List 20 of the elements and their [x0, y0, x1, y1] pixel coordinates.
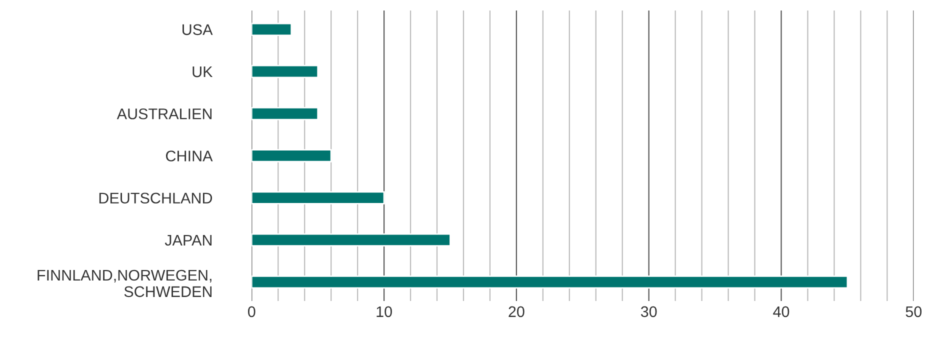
- y-tick-label: CHINA: [166, 150, 213, 162]
- bar: [252, 275, 848, 289]
- y-tick-label: UK: [192, 66, 213, 78]
- bar: [252, 107, 319, 120]
- y-tick-label: JAPAN: [164, 234, 212, 246]
- y-tick-label: USA: [182, 24, 213, 36]
- bar: [252, 149, 332, 162]
- bar: [252, 233, 451, 247]
- bar: [252, 191, 385, 204]
- x-tick-label: 20: [508, 306, 524, 318]
- bar: [252, 22, 292, 36]
- x-tick-label: 0: [248, 306, 256, 318]
- y-tick-label: FINNLAND,NORWEGEN, SCHWEDEN: [38, 270, 212, 298]
- x-tick-label: 40: [773, 306, 790, 318]
- y-tick-label: AUSTRALIEN: [116, 108, 212, 120]
- x-tick-label: 50: [906, 306, 922, 318]
- x-tick-label: 30: [640, 306, 657, 318]
- x-tick-label: 10: [376, 306, 392, 318]
- bar: [252, 64, 319, 78]
- y-tick-label: DEUTSCHLAND: [99, 192, 212, 204]
